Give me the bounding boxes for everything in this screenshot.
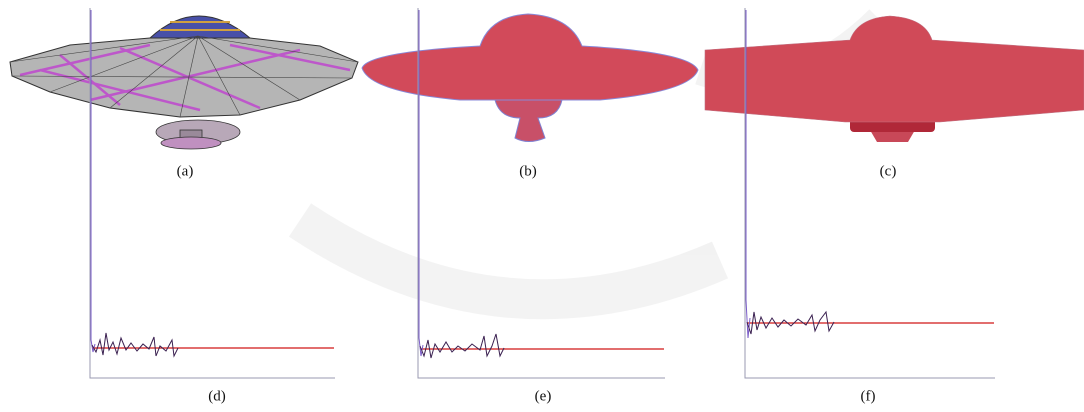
caption: (e) (535, 388, 552, 404)
caption: (a) (177, 163, 194, 179)
mesh-render-b (362, 14, 698, 142)
caption: (b) (519, 163, 537, 179)
mesh-render-a (10, 16, 358, 149)
caption: (d) (208, 388, 226, 404)
figure: (a) (b) (c) (d) (e) (f) (0, 0, 1084, 412)
mesh-render-c (705, 16, 1084, 142)
caption: (f) (861, 388, 876, 404)
caption: (c) (880, 163, 897, 179)
